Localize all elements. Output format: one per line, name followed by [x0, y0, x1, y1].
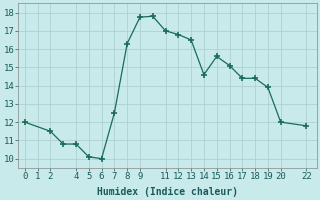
X-axis label: Humidex (Indice chaleur): Humidex (Indice chaleur) [97, 186, 238, 197]
